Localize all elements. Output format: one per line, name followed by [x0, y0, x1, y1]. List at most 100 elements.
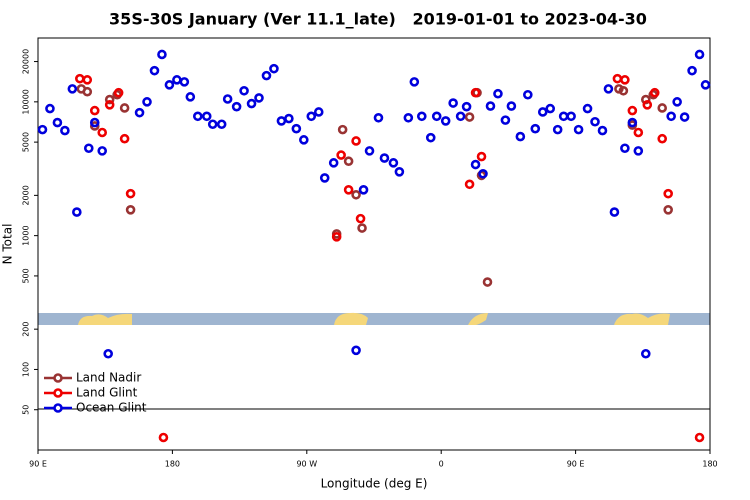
point	[379, 153, 390, 163]
point	[343, 156, 354, 167]
point	[113, 87, 124, 98]
point	[37, 124, 48, 135]
point	[515, 131, 526, 142]
point	[640, 348, 651, 359]
point	[125, 205, 136, 215]
point	[618, 85, 629, 96]
point	[649, 87, 660, 98]
land-strip	[468, 313, 488, 325]
point	[409, 77, 420, 87]
point	[478, 168, 488, 179]
point	[464, 179, 475, 190]
point	[425, 132, 436, 143]
point	[597, 125, 608, 136]
point	[700, 80, 711, 90]
point	[83, 143, 94, 154]
legend-label: Land Glint	[76, 386, 138, 400]
point	[89, 117, 100, 128]
point	[627, 117, 638, 128]
point	[291, 123, 302, 134]
point	[493, 88, 503, 99]
point	[620, 143, 630, 154]
point	[364, 146, 375, 156]
point	[222, 94, 233, 104]
point	[192, 111, 203, 122]
legend-label: Land Nadir	[76, 371, 141, 385]
point	[455, 111, 466, 122]
point	[373, 112, 384, 123]
x-tick-label: 90 E	[567, 460, 585, 469]
y-tick-label: 2000	[22, 185, 31, 205]
point	[388, 158, 399, 168]
land-strip	[78, 313, 132, 325]
point	[603, 84, 614, 94]
point	[179, 77, 190, 87]
point	[476, 151, 487, 162]
point	[185, 92, 196, 102]
point	[633, 127, 644, 138]
point	[331, 232, 342, 242]
point	[523, 89, 533, 100]
y-tick-label: 500	[22, 268, 31, 283]
point	[328, 158, 339, 168]
point	[207, 119, 218, 130]
point	[231, 101, 242, 112]
y-tick-label: 1000	[22, 225, 31, 245]
point	[351, 136, 361, 146]
point	[319, 173, 330, 183]
y-axis-label: N Total	[1, 224, 15, 265]
point	[269, 63, 279, 74]
point	[485, 101, 496, 111]
x-tick-label: 0	[439, 460, 444, 469]
point	[679, 112, 690, 122]
point	[694, 49, 705, 60]
point	[119, 103, 130, 113]
point	[158, 432, 169, 443]
y-tick-label: 10000	[22, 89, 31, 114]
point	[657, 103, 668, 113]
legend-marker	[53, 373, 63, 383]
point	[254, 93, 264, 103]
x-axis-label: Longitude (deg E)	[321, 477, 428, 491]
point	[687, 65, 697, 76]
point	[201, 111, 212, 122]
point	[97, 146, 108, 156]
point	[343, 185, 354, 195]
point	[506, 101, 517, 111]
point	[545, 103, 556, 114]
point	[45, 103, 55, 114]
point	[633, 146, 644, 156]
point	[642, 100, 653, 110]
point	[89, 105, 100, 116]
point	[355, 213, 366, 224]
point	[431, 111, 442, 122]
point	[666, 111, 676, 122]
point	[216, 119, 227, 130]
point	[119, 133, 130, 144]
point	[104, 100, 115, 110]
ocean-strip	[38, 313, 710, 325]
point	[627, 105, 638, 116]
point	[590, 116, 600, 127]
point	[609, 207, 620, 217]
point	[337, 124, 348, 135]
point	[142, 97, 152, 107]
point	[482, 277, 493, 287]
legend-label: Ocean Glint	[76, 401, 147, 415]
point	[134, 107, 145, 118]
point	[103, 348, 113, 359]
point	[657, 133, 668, 144]
land-strip	[334, 312, 368, 325]
point	[470, 87, 481, 98]
point	[537, 107, 548, 117]
point	[464, 112, 475, 122]
point	[60, 125, 70, 136]
plot-frame	[37, 37, 711, 451]
chart-title: 35S-30S January (Ver 11.1_late) 2019-01-…	[109, 10, 647, 29]
point	[261, 70, 272, 81]
legend-marker	[53, 403, 63, 413]
y-tick-label: 50	[22, 405, 31, 415]
point	[246, 98, 257, 109]
point	[351, 189, 361, 200]
point	[357, 223, 367, 233]
